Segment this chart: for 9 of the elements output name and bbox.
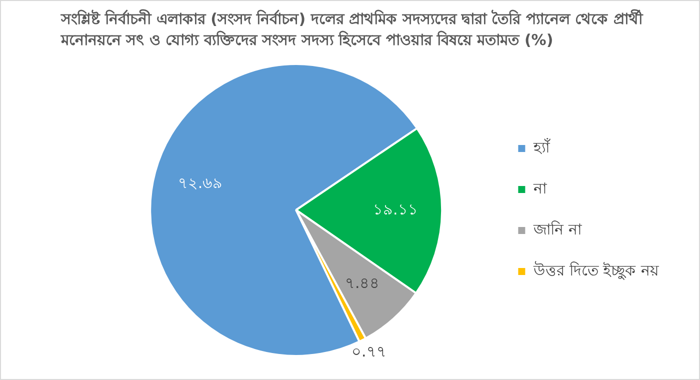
legend-label: হ্যাঁ <box>532 138 551 156</box>
legend-label: উত্তর দিতে ইচ্ছুক নয় <box>532 261 660 280</box>
data-label: ৭.৪৪ <box>344 274 380 292</box>
data-label: ১৯.১১ <box>372 200 418 218</box>
chart-title: সংশ্লিষ্ট নির্বাচনী এলাকার (সংসদ নির্বাচন) দলের প্রাথমিক সদস্যদের দ্বারা তৈরি প্যানেল থেকে প্রার্থী মনোনয়নে সৎ ও যোগ্য ব্যক্তিদের সংসদ সদস্য হিসেবে পাওয়ার বিষয়ে মতামত (%) <box>61 9 644 51</box>
data-label: ৭২.৬৯ <box>178 174 223 192</box>
data-label: ০.৭৭ <box>352 342 386 360</box>
legend-label: না <box>532 179 548 198</box>
legend-label: জানি না <box>532 220 582 238</box>
